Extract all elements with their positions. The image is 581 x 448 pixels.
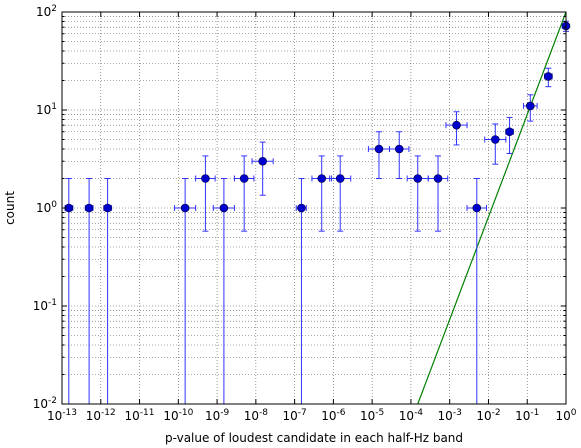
data-point <box>201 174 210 183</box>
x-tick-label: 10-3 <box>438 408 462 423</box>
y-tick-label: 100 <box>36 200 57 215</box>
x-tick-label: 10-6 <box>321 408 346 423</box>
x-tick-label: 10-2 <box>476 408 500 423</box>
x-tick-label: 10-5 <box>360 408 384 423</box>
y-axis-title: count <box>3 191 17 225</box>
data-point <box>297 203 306 213</box>
data-point <box>103 203 112 213</box>
y-tick-label: 102 <box>36 4 57 19</box>
grid <box>61 11 567 405</box>
x-tick-label: 10-7 <box>282 408 306 423</box>
data-point <box>413 174 423 183</box>
data-point <box>490 135 500 144</box>
data-point <box>452 120 461 130</box>
y-tick-label: 10-1 <box>33 298 57 313</box>
data-point <box>505 127 514 137</box>
data-point <box>374 144 384 154</box>
data-point <box>180 203 190 213</box>
x-tick-label: 10-11 <box>125 408 155 423</box>
x-tick-label: 10-12 <box>86 408 116 423</box>
data-point <box>335 174 345 183</box>
x-axis-title: p-value of loudest candidate in each hal… <box>165 431 463 445</box>
y-tick-label: 101 <box>36 102 57 117</box>
ticks <box>61 11 567 405</box>
data-point <box>239 174 249 183</box>
x-tick-label: 10-10 <box>163 408 193 423</box>
data-point <box>84 203 94 213</box>
fit-line-group <box>417 11 567 405</box>
x-tick-label: 10-4 <box>399 408 424 423</box>
data-point <box>472 203 482 213</box>
x-tick-label: 100 <box>555 408 576 423</box>
data-point <box>317 174 327 183</box>
x-tick-label: 10-13 <box>47 408 77 423</box>
data-point <box>544 72 553 81</box>
x-tick-label: 10-8 <box>244 408 269 423</box>
x-tick-label: 10-1 <box>515 408 539 423</box>
fit-line <box>417 11 567 405</box>
data-points <box>64 21 571 213</box>
data-point <box>219 203 229 213</box>
data-point <box>433 174 443 183</box>
x-tick-label: 10-9 <box>205 408 230 423</box>
y-tick-label: 10-2 <box>33 396 57 411</box>
x-tick-labels: 10-13 10-12 10-11 10-10 10-9 10-8 10-7 10-6 10-5… <box>47 408 577 423</box>
data-point <box>526 101 535 111</box>
y-tick-labels: 10-2 10-1 100 101 102 <box>33 4 58 411</box>
data-point <box>258 156 267 166</box>
data-point <box>394 144 404 154</box>
